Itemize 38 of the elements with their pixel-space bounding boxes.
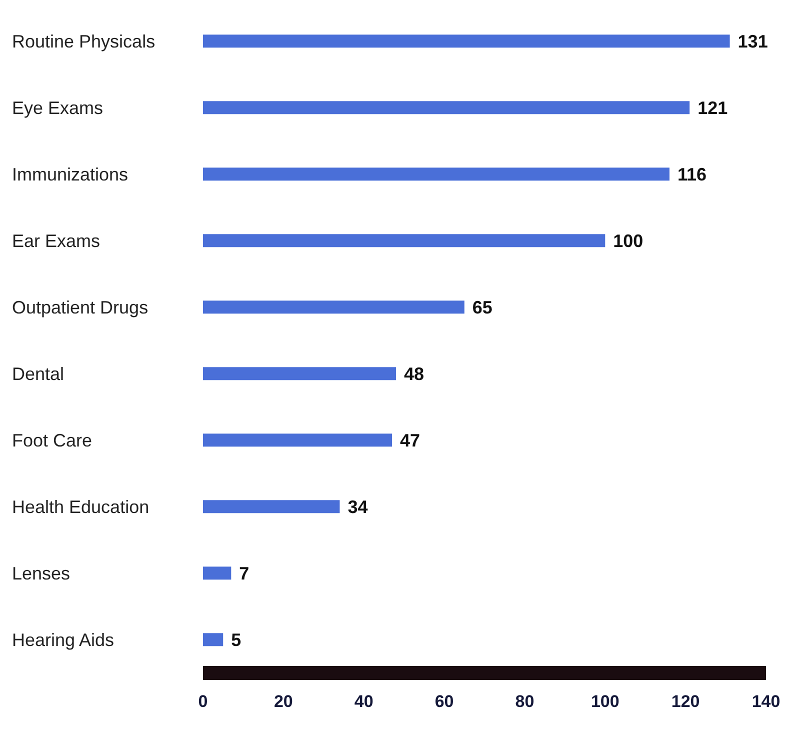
- data-label: 5: [231, 630, 242, 650]
- bar: [203, 566, 232, 580]
- data-label: 121: [698, 98, 728, 118]
- data-label: 7: [239, 563, 250, 584]
- bar: [203, 500, 340, 514]
- data-label: 48: [404, 364, 424, 384]
- y-tick-label: Routine Physicals: [12, 32, 156, 52]
- bar: [203, 101, 690, 114]
- data-label: 34: [348, 496, 368, 517]
- x-tick-label: 0: [198, 692, 208, 712]
- data-label: 65: [472, 297, 492, 318]
- y-tick-label: Eye Exams: [12, 98, 104, 118]
- x-tick-label: 120: [671, 692, 700, 712]
- bar: [203, 434, 392, 447]
- y-tick-label: Health Education: [12, 497, 150, 518]
- x-tick-label: 60: [434, 692, 454, 712]
- y-tick-label: Hearing Aids: [12, 630, 114, 650]
- x-tick-label: 100: [590, 692, 620, 712]
- y-tick-label: Foot Care: [12, 430, 92, 451]
- y-tick-label: Ear Exams: [12, 231, 100, 252]
- bar: [203, 633, 224, 646]
- data-label: 47: [400, 430, 420, 450]
- bar: [203, 34, 730, 48]
- data-label: 131: [738, 31, 768, 52]
- bar: [203, 234, 606, 248]
- y-tick-label: Lenses: [12, 564, 70, 584]
- x-tick-label: 40: [354, 692, 374, 712]
- data-label: 116: [677, 164, 707, 184]
- x-tick-label: 80: [515, 692, 534, 712]
- bar: [203, 300, 464, 314]
- x-tick-label: 140: [752, 692, 780, 712]
- y-tick-label: Outpatient Drugs: [12, 298, 148, 318]
- bar: [203, 168, 670, 181]
- x-tick-label: 20: [274, 692, 293, 712]
- y-tick-label: Immunizations: [12, 164, 128, 185]
- bar: [203, 367, 396, 380]
- data-label: 100: [613, 230, 644, 251]
- y-tick-label: Dental: [12, 364, 64, 384]
